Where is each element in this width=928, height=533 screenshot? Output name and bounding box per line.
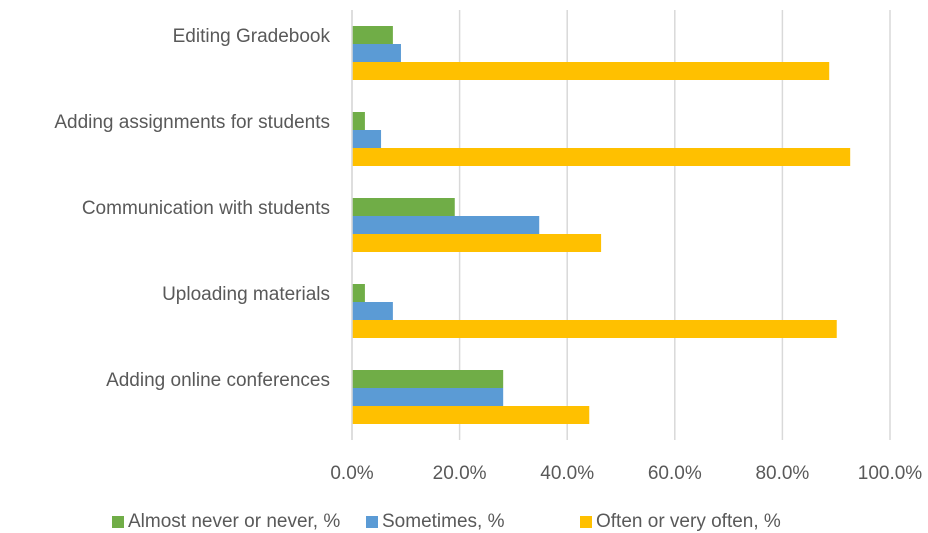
x-tick-label: 100.0% [858, 463, 923, 484]
bar [352, 148, 851, 166]
bar [352, 388, 504, 406]
legend-label: Sometimes, % [382, 511, 505, 532]
bar [352, 370, 504, 388]
bar [352, 302, 393, 320]
bar [352, 62, 830, 80]
legend-swatch [580, 516, 592, 528]
y-tick-label: Uploading materials [162, 284, 330, 305]
bar [352, 198, 455, 216]
bar [352, 216, 540, 234]
x-tick-label: 20.0% [433, 463, 487, 484]
y-tick-label: Editing Gradebook [173, 26, 331, 47]
bar [352, 320, 837, 338]
y-tick-label: Communication with students [82, 198, 330, 219]
x-tick-label: 60.0% [648, 463, 702, 484]
x-tick-label: 40.0% [540, 463, 594, 484]
bar [352, 44, 401, 62]
bar [352, 234, 602, 252]
bar [352, 112, 365, 130]
y-tick-label: Adding assignments for students [54, 112, 330, 133]
x-tick-label: 80.0% [755, 463, 809, 484]
bar [352, 26, 393, 44]
bar [352, 284, 365, 302]
legend-label: Almost never or never, % [128, 511, 340, 532]
legend-swatch [366, 516, 378, 528]
bar [352, 130, 382, 148]
bar [352, 406, 590, 424]
legend-label: Often or very often, % [596, 511, 781, 532]
y-tick-label: Adding online conferences [106, 370, 330, 391]
legend-swatch [112, 516, 124, 528]
x-tick-label: 0.0% [330, 463, 373, 484]
